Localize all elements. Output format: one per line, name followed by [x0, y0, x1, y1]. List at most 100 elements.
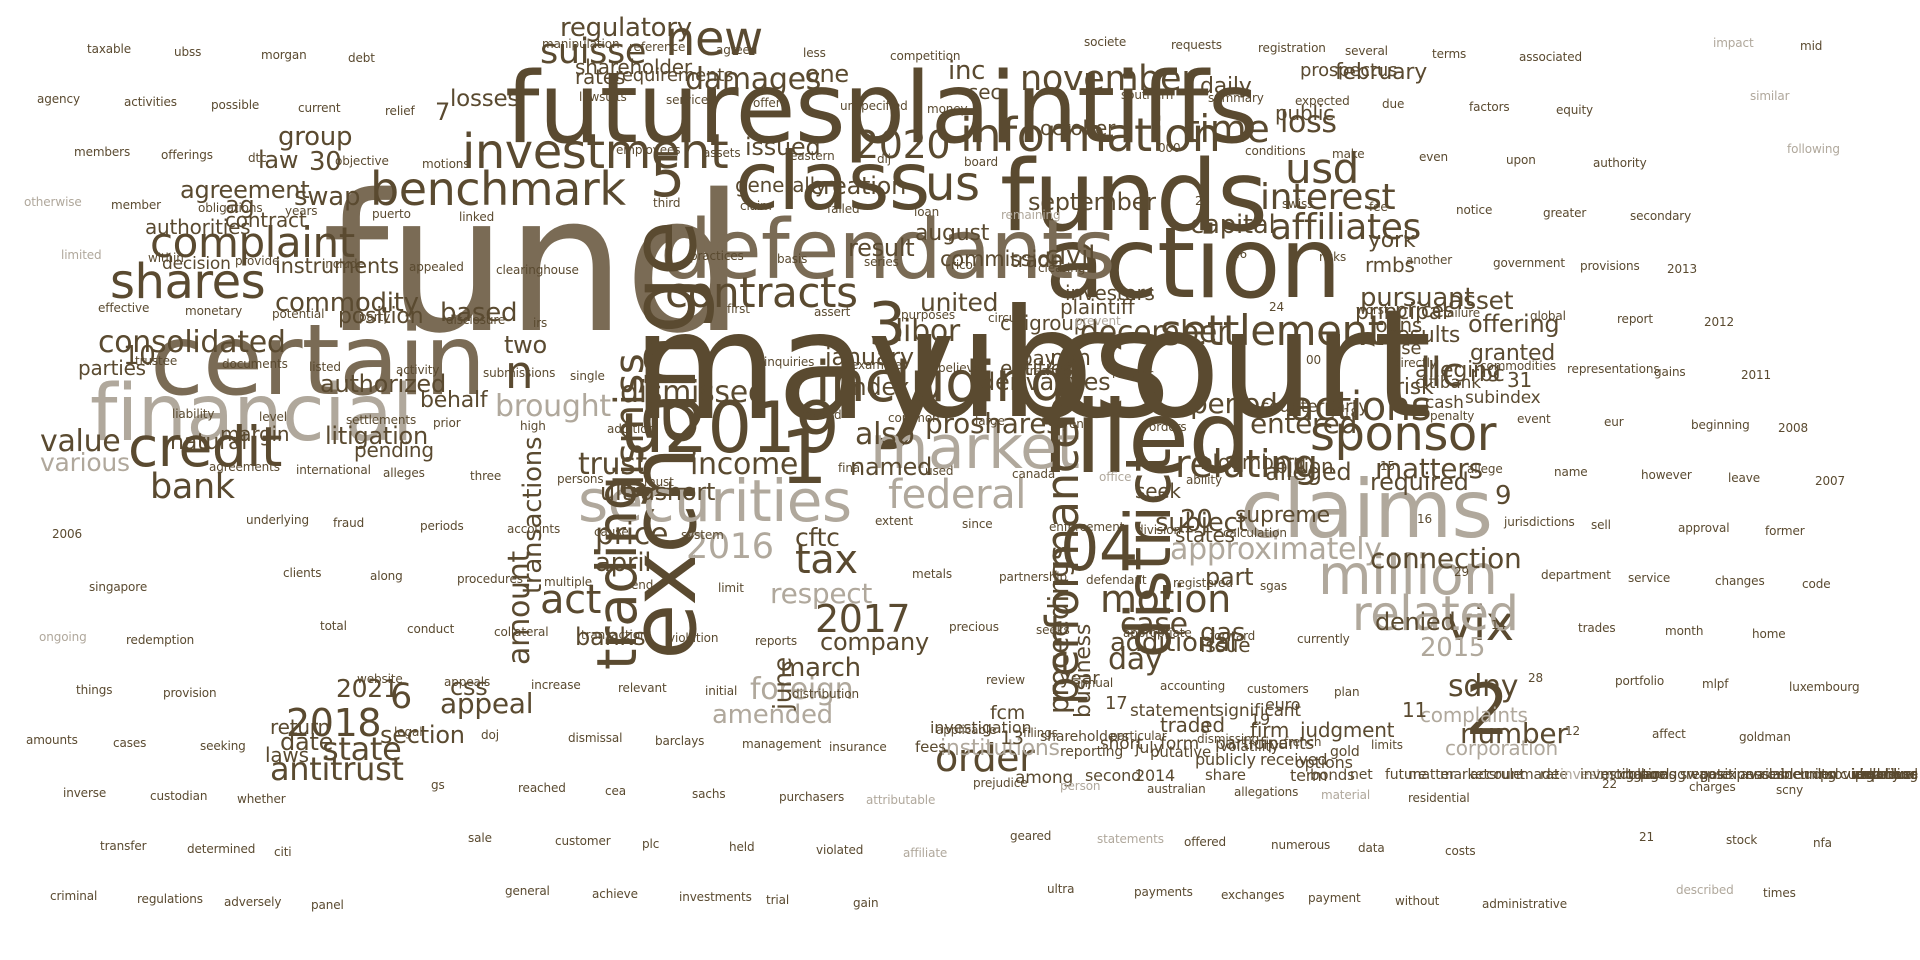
cloud-word: complaint [150, 218, 355, 267]
cloud-word: documents [222, 357, 288, 371]
cloud-word: inc [948, 56, 986, 86]
cloud-word: claims [1240, 463, 1493, 556]
cloud-word: supreme [1235, 503, 1330, 528]
cloud-word: section [380, 721, 465, 749]
cloud-word: affiliates [1270, 207, 1421, 248]
cloud-word: division [1136, 523, 1181, 537]
cloud-word: shareholder [575, 55, 692, 79]
cloud-word: inquiries [764, 355, 815, 369]
cloud-word: traded [1160, 713, 1225, 737]
cloud-word: relief [385, 104, 415, 118]
cloud-word: redemption [126, 633, 195, 647]
cloud-word: credit [128, 415, 283, 479]
cloud-word: swaps [1680, 767, 1723, 783]
cloud-word: 28 [1528, 671, 1544, 685]
cloud-word: dollar [1620, 767, 1659, 783]
cloud-word: institutions [940, 736, 1060, 761]
cloud-word: citi [274, 845, 292, 859]
cloud-word: without [1395, 894, 1440, 908]
cloud-word: u2019 [620, 387, 840, 469]
cloud-word: law [258, 146, 299, 174]
cloud-word: 11 [1402, 698, 1428, 722]
cloud-word: sachs [692, 787, 726, 801]
cloud-word: impact [1713, 36, 1754, 50]
cloud-word: persons [557, 472, 604, 486]
cloud-word: notice [1456, 203, 1493, 217]
cloud-word: part [1205, 563, 1254, 591]
cloud-word: relevant [618, 681, 667, 695]
cloud-word: metals [912, 567, 952, 581]
cloud-word: current [298, 101, 341, 115]
cloud-word: subindex [1465, 388, 1541, 408]
cloud-word: associated [1519, 50, 1582, 64]
cloud-word: 3 [868, 290, 906, 360]
cloud-word: ag [225, 191, 255, 219]
cloud-word: customers [1247, 682, 1309, 696]
cloud-word: matter [1408, 767, 1455, 783]
cloud-word: month [1665, 624, 1704, 638]
cloud-word: november [1020, 59, 1196, 99]
cloud-word: system [681, 528, 724, 542]
cloud-word: october [1040, 116, 1116, 140]
cloud-word: violated [816, 843, 864, 857]
cloud-word: southern [1121, 88, 1174, 102]
cloud-word: nfa [1813, 836, 1832, 850]
cloud-word: 000 [1158, 141, 1181, 155]
cloud-word: terms [1432, 47, 1467, 61]
cloud-word: public [1275, 101, 1334, 125]
cloud-word: required [1370, 468, 1469, 496]
cloud-word: margin [220, 422, 290, 446]
cloud-word: custodian [150, 789, 208, 803]
cloud-word: assert [814, 305, 851, 319]
cloud-word: share [1205, 766, 1246, 784]
cloud-word: corporation [1445, 736, 1558, 760]
cloud-word: affiliate [903, 846, 948, 860]
cloud-word: manipulation [542, 37, 620, 51]
cloud-word: appeal [440, 687, 534, 720]
cloud-word: single [570, 369, 605, 383]
cloud-word: legal [394, 725, 423, 739]
cloud-word: board [964, 155, 999, 169]
cloud-word: beginning [1691, 418, 1750, 432]
cloud-word: applicable [936, 723, 997, 737]
cloud-word: denied [1375, 608, 1456, 636]
cloud-word: fine [1260, 734, 1288, 752]
cloud-word: periods [420, 519, 464, 533]
cloud-word: 29 [1454, 565, 1470, 579]
cloud-word: gold [1330, 744, 1360, 760]
cloud-word: made [1520, 767, 1560, 783]
cloud-word: liability [172, 407, 215, 421]
cloud-word: daily [1200, 74, 1252, 99]
cloud-word: prospectus [1300, 60, 1398, 81]
cloud-word: bloomberg [1200, 450, 1306, 474]
cloud-word: party [359, 310, 391, 324]
cloud-word: decision [162, 254, 231, 274]
cloud-word: income [690, 447, 799, 482]
cloud-word: regulatory [560, 13, 692, 43]
cloud-word: benchmark [370, 162, 626, 216]
cloud-word: futures [505, 52, 846, 166]
cloud-word: returns [1112, 367, 1155, 381]
cloud-word: violation [668, 631, 719, 645]
cloud-word: june [768, 656, 797, 710]
cloud-word: penalty [1430, 409, 1475, 423]
cloud-word: participants [1215, 734, 1315, 754]
cloud-word: several [1345, 44, 1388, 58]
cloud-word: approximately [1170, 532, 1382, 567]
cloud-word: group [278, 122, 353, 152]
cloud-word: motion [1100, 577, 1231, 621]
cloud-word: 2013 [1667, 262, 1698, 276]
cloud-word: 00 [1306, 353, 1322, 367]
cloud-word: asset [1448, 286, 1514, 315]
cloud-word: failure [1443, 306, 1481, 320]
cloud-word: years [285, 204, 318, 218]
cloud-word: parties [78, 356, 146, 380]
cloud-word: transfer [100, 839, 147, 853]
cloud-word: appeals [444, 675, 491, 689]
cloud-word: publicly [1195, 750, 1256, 769]
cloud-word: costs [1445, 844, 1476, 858]
cloud-word: adversely [224, 895, 282, 909]
cloud-word: plaintiff [1060, 295, 1135, 319]
cloud-word: 10 [123, 341, 156, 371]
